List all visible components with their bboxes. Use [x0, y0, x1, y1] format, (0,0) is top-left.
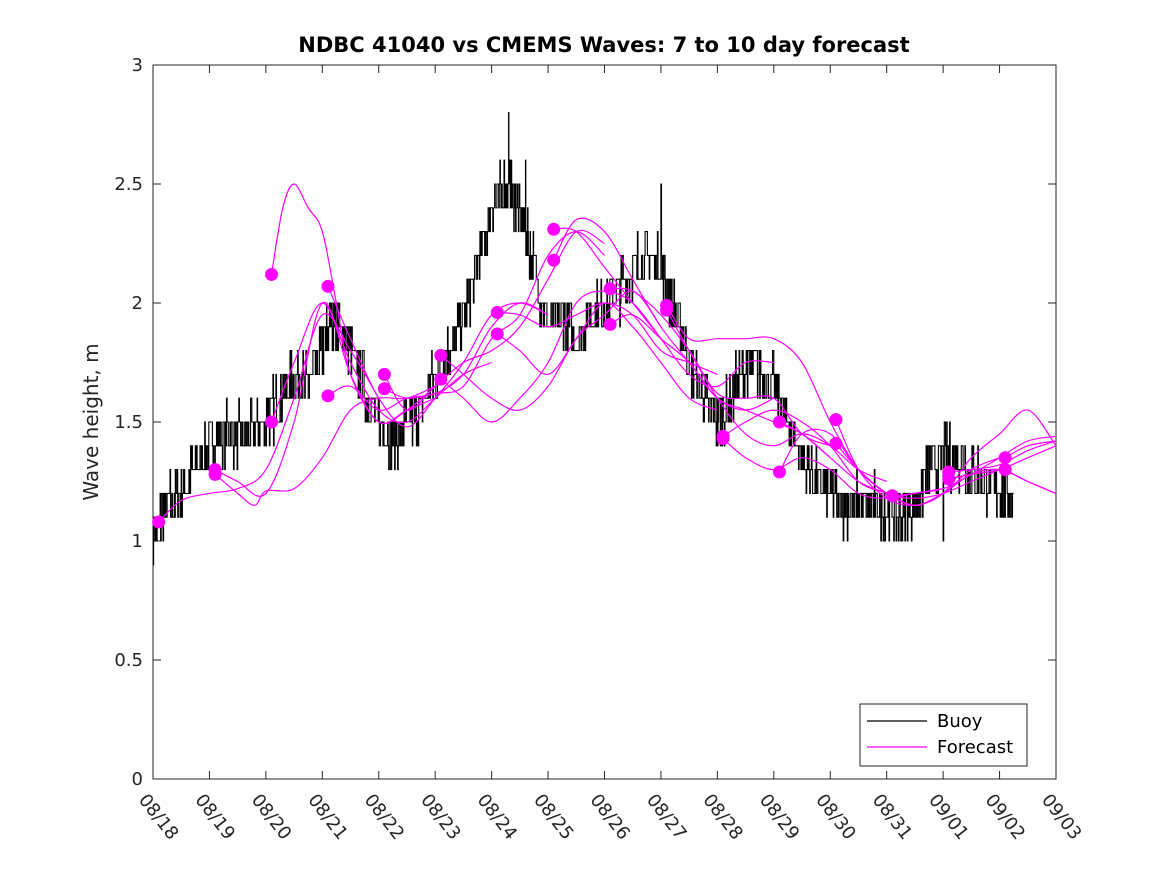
forecast-series-line — [722, 438, 944, 499]
forecast-start-marker — [208, 467, 222, 481]
y-tick-label: 1 — [132, 531, 143, 552]
forecast-series-line — [948, 440, 1057, 473]
forecast-series-line — [214, 385, 436, 506]
series-layer — [153, 112, 1057, 566]
forecast-series-line — [327, 286, 549, 428]
forecast-start-marker — [152, 515, 166, 529]
forecast-start-marker — [547, 253, 561, 267]
chart-title: NDBC 41040 vs CMEMS Waves: 7 to 10 day f… — [298, 33, 909, 57]
legend-box — [859, 703, 1028, 767]
forecast-series-line — [610, 287, 831, 447]
forecast-start-marker — [998, 451, 1012, 465]
forecast-series-line — [158, 312, 380, 523]
legend-buoy-label: Buoy — [937, 711, 983, 732]
forecast-series-line — [440, 290, 662, 423]
forecast-start-marker — [772, 465, 786, 479]
forecast-start-marker — [885, 489, 899, 503]
forecast-start-marker — [434, 372, 448, 386]
forecast-series-line — [383, 229, 605, 411]
forecast-start-markers — [152, 222, 1012, 529]
forecast-start-marker — [377, 382, 391, 396]
forecast-series-line — [666, 305, 888, 494]
forecast-series-line — [384, 230, 605, 399]
forecast-start-marker — [490, 327, 504, 341]
forecast-start-marker — [998, 463, 1012, 477]
y-axis-label: Wave height, m — [79, 343, 103, 500]
forecast-start-marker — [716, 429, 730, 443]
forecast-start-marker — [265, 415, 279, 429]
forecast-start-marker — [547, 222, 561, 236]
y-tick-label: 1.5 — [114, 412, 143, 433]
forecast-series-line — [666, 309, 887, 483]
forecast-start-marker — [603, 317, 617, 331]
forecast-start-marker — [829, 436, 843, 450]
forecast-start-marker — [603, 282, 617, 296]
forecast-series-line — [553, 217, 775, 411]
forecast-series-line — [440, 290, 662, 412]
forecast-start-marker — [660, 303, 674, 317]
y-tick-label: 2 — [132, 293, 143, 314]
y-tick-label: 2.5 — [114, 174, 143, 195]
forecast-series-line — [496, 302, 718, 411]
y-tick-label: 3 — [132, 55, 143, 76]
forecast-start-marker — [490, 306, 504, 320]
forecast-start-marker — [265, 267, 279, 281]
forecast-series-line — [270, 183, 436, 424]
forecast-start-marker — [321, 389, 335, 403]
forecast-start-marker — [434, 348, 448, 362]
legend: Buoy Forecast — [859, 703, 1028, 767]
forecast-start-marker — [377, 367, 391, 381]
forecast-start-marker — [321, 279, 335, 293]
forecast-start-marker — [772, 415, 786, 429]
y-tick-label: 0.5 — [114, 650, 143, 671]
legend-forecast-label: Forecast — [937, 737, 1013, 758]
forecast-start-marker — [942, 472, 956, 486]
y-tick-label: 0 — [132, 769, 143, 790]
forecast-start-marker — [829, 413, 843, 427]
plot-area — [152, 64, 1057, 780]
